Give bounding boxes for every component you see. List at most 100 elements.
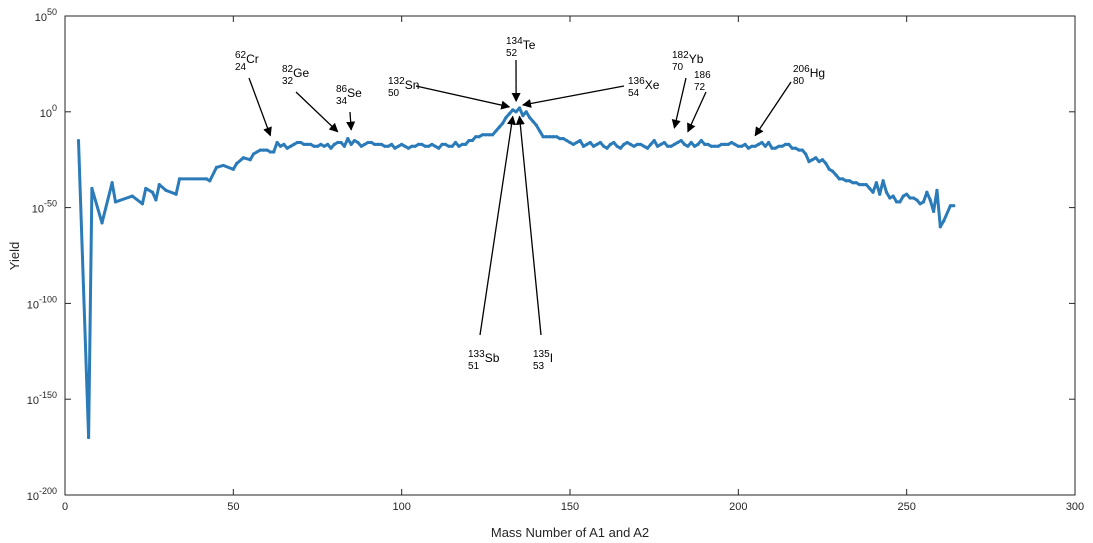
data-point (484, 133, 488, 137)
data-point (221, 163, 225, 168)
annotation-label: 133Sb (468, 349, 500, 365)
data-point (777, 144, 781, 148)
data-point (346, 137, 350, 141)
data-point (544, 135, 549, 139)
data-point (282, 142, 286, 146)
data-point (915, 198, 919, 202)
data-point (299, 140, 303, 145)
x-tick-label: 300 (1066, 501, 1084, 513)
data-point (686, 144, 690, 148)
data-point (645, 146, 650, 150)
data-point (373, 142, 377, 146)
data-point (480, 133, 485, 137)
data-point (76, 138, 81, 143)
data-point (605, 146, 609, 150)
data-point (497, 125, 501, 129)
data-point (733, 142, 737, 146)
annotation-sub: 34 (336, 96, 348, 107)
data-point (275, 140, 279, 145)
y-tick-label: 10-100 (27, 294, 57, 311)
data-point (918, 202, 922, 206)
data-point (541, 135, 545, 139)
data-point (474, 135, 478, 139)
data-point (598, 140, 602, 145)
data-point (400, 142, 404, 146)
data-point (642, 144, 646, 148)
annotation-sub: 51 (468, 361, 480, 372)
data-point (921, 200, 926, 204)
data-point (804, 152, 808, 156)
data-point (443, 142, 448, 146)
data-point (548, 135, 552, 139)
annotation-label: 62Cr (235, 50, 259, 66)
data-point (581, 144, 586, 148)
data-point (100, 221, 104, 225)
data-point (288, 144, 293, 148)
data-point (932, 209, 936, 214)
data-point (295, 140, 299, 145)
data-point (326, 142, 330, 146)
data-point (538, 129, 542, 133)
y-axis-title: Yield (7, 242, 22, 270)
data-point (403, 144, 407, 148)
data-point (292, 142, 296, 146)
data-point (602, 144, 606, 148)
axis-ticks: 0 50 100 150 200 250 300 1050 100 10-50 10-100 10-1… (27, 7, 1084, 513)
data-point (952, 204, 956, 208)
data-point (901, 194, 905, 198)
data-point (521, 114, 525, 118)
data-point (235, 161, 239, 166)
data-point (585, 142, 589, 146)
data-point (763, 144, 767, 148)
data-point (507, 112, 511, 116)
data-point (531, 119, 535, 123)
data-point (86, 435, 91, 440)
data-point (790, 146, 794, 150)
data-point (376, 142, 380, 146)
data-point (591, 144, 596, 148)
data-point (113, 200, 118, 204)
data-point (214, 165, 219, 169)
annotation-arrow (479, 115, 517, 336)
data-point (440, 142, 444, 146)
data-point (302, 142, 306, 146)
data-point (948, 204, 953, 208)
data-point (140, 202, 145, 206)
annotation-sub: 72 (694, 82, 706, 93)
x-tick-label: 0 (62, 501, 68, 513)
data-point (692, 144, 697, 148)
data-point (524, 110, 528, 114)
annotation-arrow (295, 91, 339, 133)
data-point (268, 150, 272, 154)
data-point (467, 138, 471, 143)
data-point (635, 142, 639, 146)
data-point (315, 144, 320, 148)
data-point (356, 140, 360, 145)
data-point (871, 190, 875, 194)
data-point (208, 179, 212, 183)
data-point (349, 142, 353, 146)
data-point (682, 142, 687, 146)
data-point (595, 142, 599, 146)
data-point (676, 140, 680, 145)
data-point (753, 144, 757, 148)
data-point (787, 142, 791, 146)
data-point (427, 144, 431, 148)
data-point (756, 142, 761, 146)
x-tick-label: 50 (227, 501, 239, 513)
data-point (396, 144, 400, 148)
data-point (437, 146, 441, 150)
data-point (517, 106, 522, 110)
data-point (285, 146, 289, 150)
x-tick-label: 150 (561, 501, 579, 513)
data-point (655, 144, 660, 148)
data-point (352, 138, 357, 143)
data-point (760, 140, 764, 145)
data-point (494, 129, 498, 133)
x-tick-label: 200 (729, 501, 747, 513)
y-tick-label: 10-50 (32, 199, 57, 216)
data-point (824, 161, 828, 166)
